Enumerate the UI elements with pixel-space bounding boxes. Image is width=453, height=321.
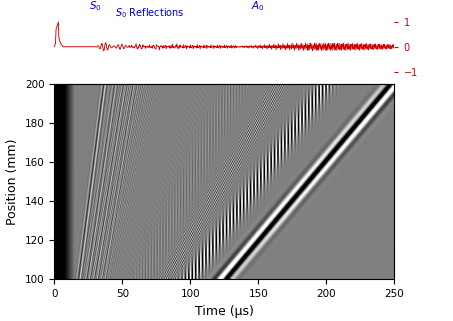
Text: $S_0$ Reflections: $S_0$ Reflections [115,6,184,20]
X-axis label: Time (μs): Time (μs) [195,305,254,317]
Text: $S_0$: $S_0$ [89,0,101,13]
Y-axis label: Position (mm): Position (mm) [6,138,19,225]
Text: $A_0$: $A_0$ [251,0,265,13]
